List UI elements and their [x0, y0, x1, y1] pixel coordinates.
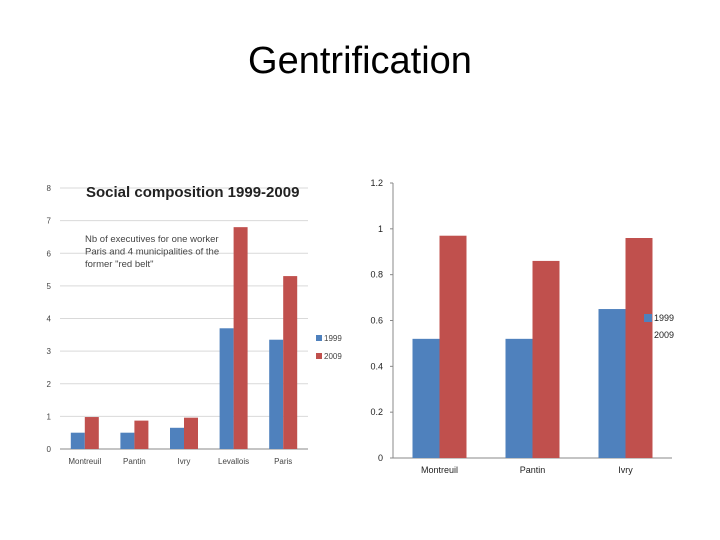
left-y-tick-label: 7	[47, 217, 52, 226]
right-y-tick-label: 0.2	[370, 407, 383, 417]
left-bar-1999-pantin	[120, 432, 135, 449]
left-x-tick-label: Ivry	[178, 457, 191, 466]
left-y-tick-label: 0	[47, 445, 52, 454]
left-bar-1999-levallois	[219, 328, 234, 449]
right-bar-1999-pantin	[505, 338, 533, 458]
left-y-tick-label: 6	[47, 249, 52, 258]
left-bar-2009-levallois	[233, 227, 248, 449]
left-y-tick-label: 5	[47, 282, 52, 291]
left-y-tick-label: 4	[47, 315, 52, 324]
left-bar-1999-ivry	[170, 427, 184, 449]
right-bar-2009-ivry	[625, 238, 653, 458]
right-bar-2009-montreuil	[439, 235, 467, 458]
right-bar-1999-ivry	[598, 309, 626, 458]
right-y-tick-label: 0	[378, 453, 383, 463]
right-bar-2009-pantin	[532, 260, 560, 458]
right-legend-swatch-1999	[644, 314, 652, 322]
left-y-tick-label: 8	[47, 184, 52, 193]
left-y-tick-label: 3	[47, 347, 52, 356]
left-bar-2009-paris	[283, 276, 298, 449]
left-y-tick-label: 1	[47, 412, 52, 421]
slide-title: Gentrification	[248, 40, 472, 82]
left-bar-2009-ivry	[184, 417, 198, 449]
left-bar-1999-montreuil	[70, 432, 85, 449]
left-legend-label: 2009	[324, 352, 342, 361]
right-y-tick-label: 1.2	[370, 178, 383, 188]
right-y-tick-label: 0.4	[370, 361, 383, 371]
left-legend-label: 1999	[324, 334, 342, 343]
right-legend-label: 2009	[654, 330, 674, 340]
right-legend-label: 1999	[654, 313, 674, 323]
left-x-tick-label: Paris	[274, 457, 292, 466]
right-y-tick-label: 0.6	[370, 316, 383, 326]
right-x-tick-label: Pantin	[520, 465, 546, 475]
left-y-tick-label: 2	[47, 380, 52, 389]
left-bar-1999-paris	[269, 339, 284, 449]
left-chart-title: Social composition 1999-2009	[86, 184, 299, 201]
left-chart-annotation-line: Nb of executives for one worker	[85, 234, 219, 245]
left-legend-swatch-1999	[316, 335, 322, 341]
left-x-tick-label: Levallois	[218, 457, 249, 466]
left-bar-2009-montreuil	[84, 417, 99, 449]
left-x-tick-label: Montreuil	[68, 457, 101, 466]
left-bar-2009-pantin	[134, 420, 149, 449]
right-x-tick-label: Montreuil	[421, 465, 458, 475]
left-legend-swatch-2009	[316, 353, 322, 359]
left-chart-annotation-line: former "red belt"	[85, 259, 154, 270]
right-bar-1999-montreuil	[412, 338, 440, 458]
right-y-tick-label: 0.8	[370, 270, 383, 280]
right-x-tick-label: Ivry	[618, 465, 633, 475]
left-chart-annotation-line: Paris and 4 municipalities of the	[85, 247, 219, 258]
right-y-tick-label: 1	[378, 224, 383, 234]
left-x-tick-label: Pantin	[123, 457, 146, 466]
right-legend-swatch-2009	[644, 331, 652, 339]
